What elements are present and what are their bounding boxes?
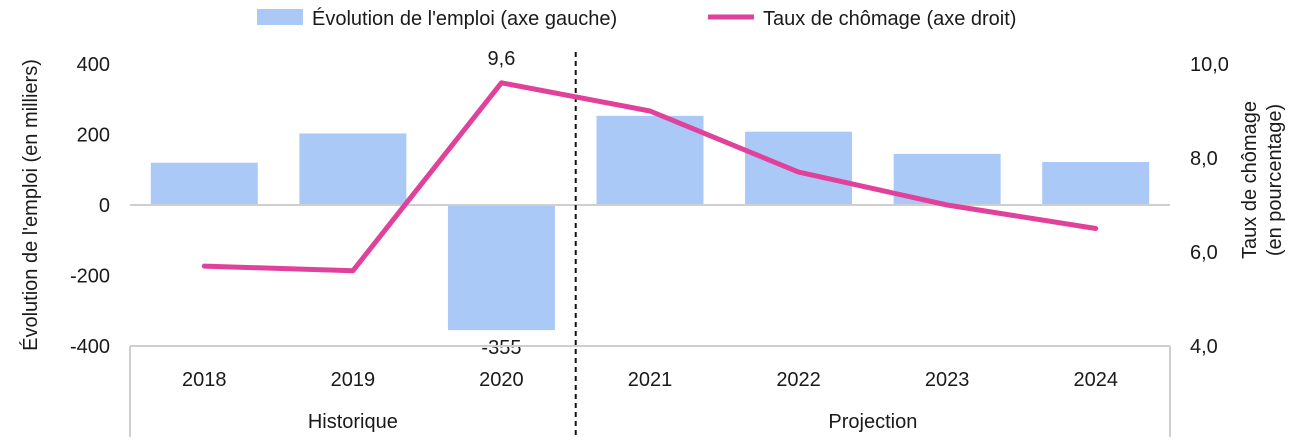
category-label-2019: 2019: [331, 369, 376, 391]
right-axis-ticks: 10,0 8,0 6,0 4,0: [1190, 54, 1229, 358]
left-tick-label: 400: [77, 54, 110, 76]
data-label-2020: -355: [481, 337, 521, 359]
employment-bars: [150, 115, 1150, 331]
left-tick-label: 0: [99, 195, 110, 217]
legend: Évolution de l'emploi (axe gauche) Taux …: [257, 7, 1016, 30]
x-axis: 2018 2019 2020 2021 2022 2023 2024 Historique Pr…: [129, 345, 1171, 437]
bar-2018: [150, 162, 258, 205]
bar-2020: [447, 205, 555, 331]
bar-2022: [745, 131, 853, 205]
group-label-projection: Projection: [828, 411, 917, 433]
data-labels: 9,6 -355: [481, 48, 521, 359]
right-tick-label: 8,0: [1190, 148, 1218, 170]
left-tick-label: 200: [77, 125, 110, 147]
right-axis-title-line-2: (en pourcentage): [1264, 104, 1286, 256]
left-tick-label: -400: [70, 336, 110, 358]
left-axis-ticks: 400 200 0 -200 -400: [70, 54, 110, 358]
category-label-2023: 2023: [925, 369, 970, 391]
legend-label-employment: Évolution de l'emploi (axe gauche): [312, 7, 617, 30]
left-tick-label: -200: [70, 266, 110, 288]
bar-2024: [1042, 161, 1150, 205]
right-tick-label: 6,0: [1190, 242, 1218, 264]
legend-label-unemployment: Taux de chômage (axe droit): [763, 8, 1016, 30]
category-label-2022: 2022: [776, 369, 821, 391]
category-label-2018: 2018: [182, 369, 227, 391]
bar-2021: [596, 115, 704, 205]
data-label-2020: 9,6: [488, 48, 516, 70]
legend-swatch-employment: [257, 9, 303, 25]
left-axis-title: Évolution de l'emploi (en milliers): [19, 59, 42, 351]
category-label-2024: 2024: [1073, 369, 1118, 391]
right-tick-label: 10,0: [1190, 54, 1229, 76]
bar-2019: [299, 133, 407, 205]
category-label-2020: 2020: [479, 369, 524, 391]
right-axis-title-line-1: Taux de chômage: [1239, 101, 1261, 259]
category-label-2021: 2021: [628, 369, 673, 391]
group-label-historique: Historique: [308, 411, 398, 433]
right-tick-label: 4,0: [1190, 336, 1218, 358]
